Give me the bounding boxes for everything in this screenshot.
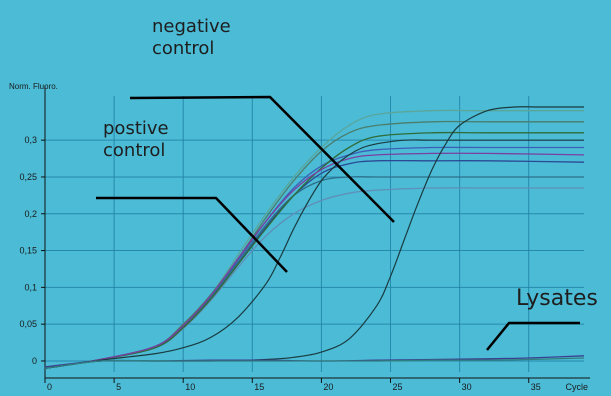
y-tick-label: 0,15 (19, 246, 37, 256)
sample-curve (44, 176, 584, 369)
negative-control-label: negative control (152, 16, 231, 59)
tick-labels: 0 0,05 0,1 0,15 0,2 0,25 0,3 0 5 10 15 20 25 30 35 Cycl… (19, 135, 588, 392)
lysate-curve (44, 357, 585, 369)
negative-control-pointer (129, 95, 395, 223)
x-axis-label: Cycle (565, 382, 588, 392)
sample-curve (44, 146, 584, 369)
x-tick-label: 35 (531, 382, 541, 392)
y-tick-label: 0,25 (19, 172, 37, 182)
x-tick-label: 5 (116, 382, 121, 392)
y-tick-label: 0 (32, 356, 37, 366)
x-tick-label: 15 (254, 382, 264, 392)
lysates-pointer (486, 321, 580, 351)
y-tick-label: 0,2 (24, 209, 37, 219)
control-curve (44, 139, 584, 369)
sample-curve (44, 152, 585, 369)
y-tick-label: 0,3 (24, 135, 37, 145)
annotation-pointers (96, 95, 580, 351)
x-tick-label: 20 (323, 382, 333, 392)
sample-curve (44, 187, 584, 369)
x-tick-label: 0 (47, 382, 52, 392)
positive-control-pointer (96, 196, 288, 273)
series-lines (44, 106, 585, 369)
sample-curve (44, 131, 584, 369)
x-tick-label: 30 (462, 382, 472, 392)
positive-control-label: postive control (103, 118, 169, 158)
y-tick-label: 0,1 (24, 282, 37, 292)
lysates-label: Lysates (516, 286, 598, 311)
x-tick-label: 25 (393, 382, 403, 392)
x-tick-label: 10 (185, 382, 195, 392)
y-tick-label: 0,05 (19, 319, 37, 329)
axes (41, 86, 590, 383)
y-axis-label: Norm. Fluoro. (9, 82, 58, 91)
